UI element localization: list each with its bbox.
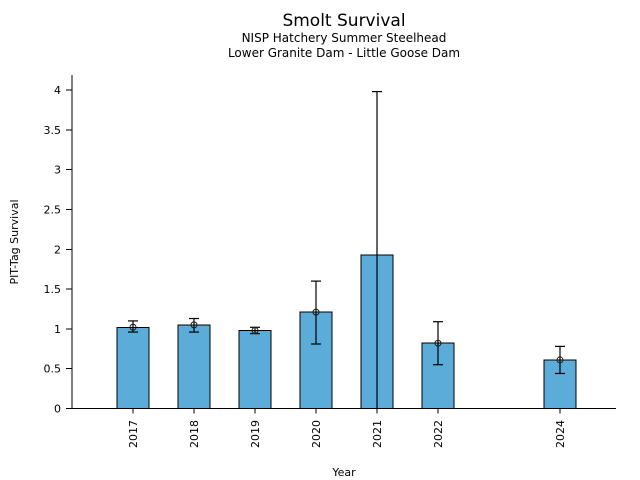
- x-tick-label-2019: 2019: [249, 420, 262, 448]
- y-tick-label: 2.5: [44, 203, 62, 216]
- y-axis-label: PIT-Tag Survival: [8, 199, 21, 284]
- y-tick-label: 3.5: [44, 124, 62, 137]
- point-marker-2020: [312, 308, 320, 316]
- y-tick-label: 3: [54, 164, 61, 177]
- chart-subtitle-line2: Lower Granite Dam - Little Goose Dam: [228, 46, 460, 60]
- plot-area: 0 0.5 1 1.5 2 2.5 3 3.5 4 2017 2018 2019 2020 2021 202…: [44, 75, 616, 448]
- point-marker-2019: [251, 326, 259, 334]
- bar-2019: [238, 329, 272, 409]
- y-tick-label: 0.5: [44, 363, 62, 376]
- x-tick-label-2018: 2018: [188, 420, 201, 448]
- chart-title: Smolt Survival: [282, 11, 405, 31]
- x-tick-label-2020: 2020: [310, 420, 323, 448]
- x-tick-label-2022: 2022: [432, 420, 445, 448]
- y-tick-label: 0: [54, 403, 61, 416]
- chart-subtitle-line1: NISP Hatchery Summer Steelhead: [242, 31, 447, 45]
- x-axis-label: Year: [331, 466, 356, 479]
- y-tick-label: 2: [54, 243, 61, 256]
- y-tick-label: 1: [54, 323, 61, 336]
- point-marker-2022: [434, 339, 442, 347]
- y-tick-label: 4: [54, 84, 61, 97]
- bar-2018: [177, 324, 211, 409]
- y-tick-label: 1.5: [44, 283, 62, 296]
- x-tick-label-2021: 2021: [371, 420, 384, 448]
- x-tick-label-2017: 2017: [127, 420, 140, 448]
- point-marker-2017: [129, 323, 137, 331]
- point-marker-2024: [556, 356, 564, 364]
- x-tick-label-2024: 2024: [554, 420, 567, 448]
- point-marker-2018: [190, 321, 198, 329]
- bar-2017: [116, 326, 150, 409]
